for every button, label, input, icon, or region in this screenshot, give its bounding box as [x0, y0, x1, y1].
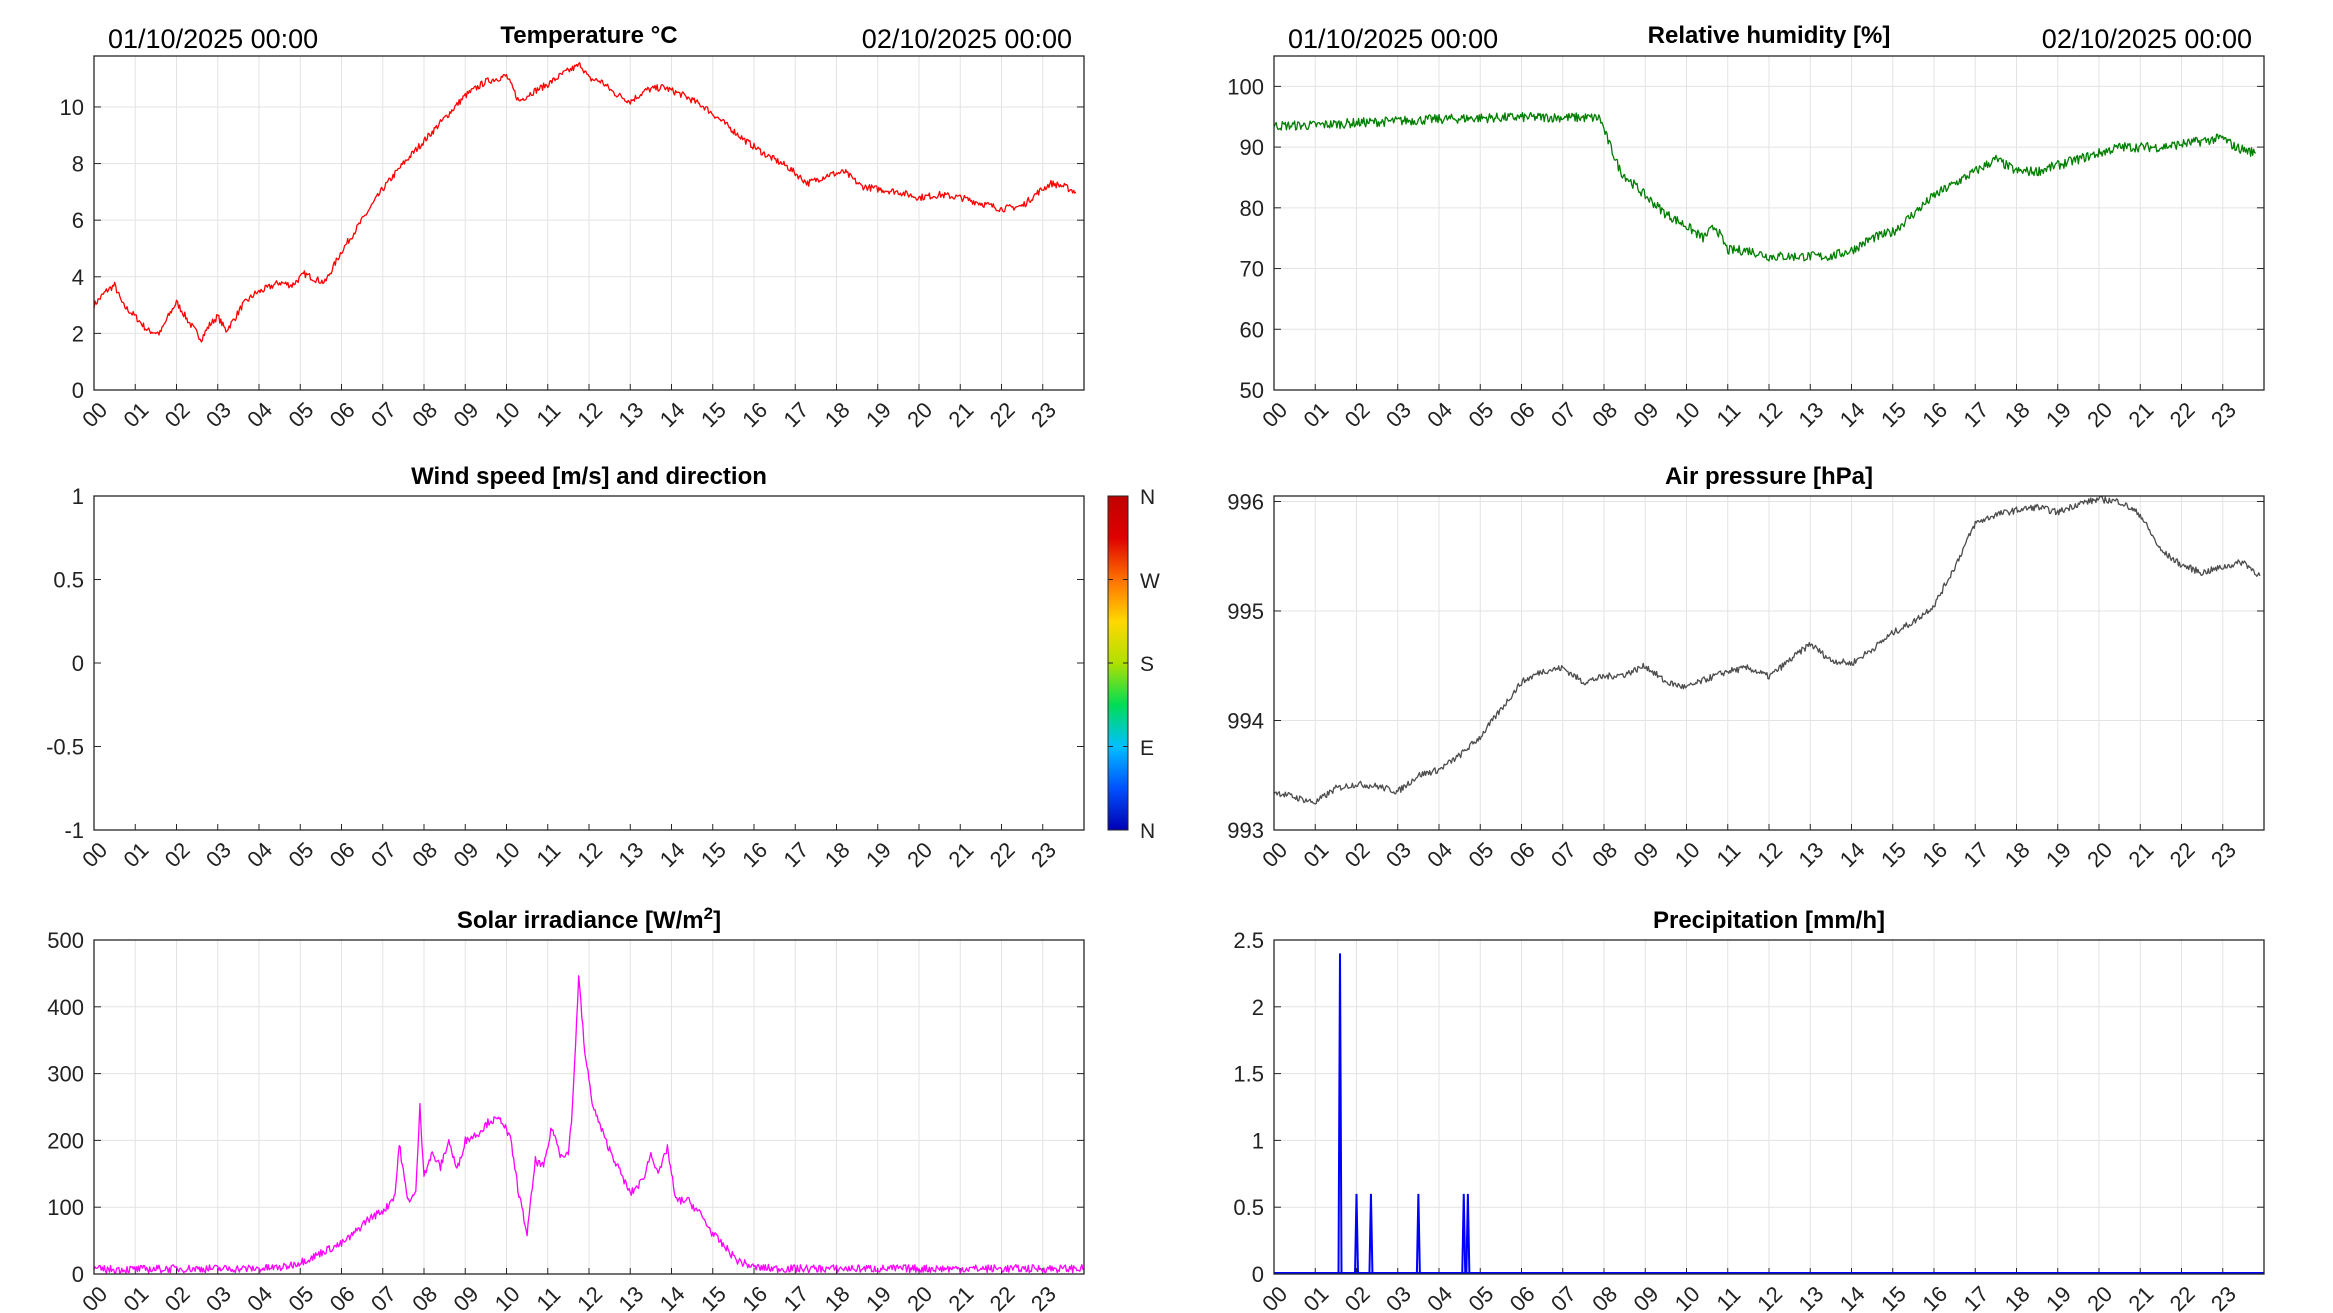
colorbar-label-n-top: N	[1140, 486, 1155, 509]
y-tick-label: 70	[1240, 257, 1264, 282]
temperature-title: Temperature °C	[500, 22, 677, 49]
colorbar-ticks	[1108, 495, 1128, 831]
pressure-axes-frame	[1273, 495, 2265, 831]
y-tick-label: 0	[72, 651, 84, 676]
wind-title: Wind speed [m/s] and direction	[411, 463, 767, 490]
precipitation-spike	[1368, 1193, 1374, 1275]
y-tick-label: 80	[1240, 196, 1264, 221]
humidity-date-end: 02/10/2025 00:00	[2042, 24, 2252, 54]
y-tick-label: 100	[1227, 74, 1264, 99]
y-tick-label: 300	[47, 1062, 84, 1087]
precipitation-spike	[1465, 1193, 1471, 1275]
y-tick-label: 60	[1240, 317, 1264, 342]
y-tick-label: 2	[1252, 995, 1264, 1020]
humidity-series	[1273, 111, 2257, 262]
y-tick-label: 500	[47, 928, 84, 953]
temperature-y-ticks: 0 2 4 6 8 10	[60, 95, 1084, 403]
pressure-series	[1273, 495, 2261, 805]
precipitation-spike	[1461, 1193, 1467, 1275]
y-tick-label: 100	[47, 1195, 84, 1220]
wind-y-ticks: -1 -0.5 0 0.5 1	[46, 484, 1084, 843]
series-line	[1273, 495, 2261, 805]
precipitation-series	[1274, 953, 2264, 1275]
y-tick-label: 1.5	[1233, 1062, 1264, 1087]
y-tick-label: 8	[72, 152, 84, 177]
solar-y-ticks: 0 100 200 300 400 500	[47, 928, 1084, 1287]
y-tick-label: 2.5	[1233, 928, 1264, 953]
humidity-date-start: 01/10/2025 00:00	[1288, 24, 1498, 54]
y-tick-label: 996	[1227, 489, 1264, 514]
temperature-axes-frame	[93, 55, 1085, 391]
pressure-y-ticks: 993 994 995 996	[1227, 489, 2264, 843]
colorbar-label-w: W	[1140, 570, 1160, 593]
pressure-grid	[1274, 496, 2264, 830]
y-tick-label: 0.5	[1233, 1195, 1264, 1220]
solar-axes-frame	[93, 939, 1085, 1275]
humidity-grid	[1274, 56, 2264, 390]
temperature-date-end: 02/10/2025 00:00	[862, 24, 1072, 54]
solar-series	[93, 975, 1085, 1274]
colorbar-label-s: S	[1140, 653, 1154, 676]
temperature-series	[93, 62, 1077, 343]
pressure-title: Air pressure [hPa]	[1665, 463, 1873, 490]
y-tick-label: 1	[72, 484, 84, 509]
y-tick-label: 4	[72, 265, 84, 290]
precipitation-title: Precipitation [mm/h]	[1653, 907, 1885, 934]
series-line	[93, 975, 1085, 1274]
wind-axes-frame	[93, 495, 1085, 831]
solar-title: Solar irradiance [W/m2]	[457, 904, 721, 934]
precipitation-axes-frame	[1273, 939, 2265, 1275]
precipitation-spike	[1415, 1193, 1421, 1275]
temperature-grid	[94, 56, 1084, 390]
precipitation-spike	[1337, 953, 1343, 1275]
series-line	[93, 62, 1077, 343]
humidity-title: Relative humidity [%]	[1648, 22, 1891, 49]
y-tick-label: 50	[1240, 378, 1264, 403]
y-tick-label: -1	[64, 818, 84, 843]
y-tick-label: 6	[72, 208, 84, 233]
humidity-axes-frame	[1273, 55, 2265, 391]
y-tick-label: 200	[47, 1128, 84, 1153]
precipitation-spike	[1354, 1193, 1359, 1275]
y-tick-label: 90	[1240, 135, 1264, 160]
y-tick-label: 0	[72, 1262, 84, 1287]
colorbar-label-e: E	[1140, 737, 1154, 760]
y-tick-label: 1	[1252, 1128, 1264, 1153]
temperature-date-start: 01/10/2025 00:00	[108, 24, 318, 54]
series-line	[1273, 111, 2257, 262]
y-tick-label: 400	[47, 995, 84, 1020]
y-tick-label: -0.5	[46, 735, 84, 760]
y-tick-label: 2	[72, 321, 84, 346]
wind-direction-colorbar: N W S E N	[1107, 486, 1160, 843]
humidity-y-ticks: 50 60 70 80 90 100	[1227, 74, 2264, 403]
y-tick-label: 10	[60, 95, 84, 120]
precipitation-y-ticks: 0 0.5 1 1.5 2 2.5	[1233, 928, 2264, 1287]
y-tick-label: 0.5	[53, 568, 84, 593]
y-tick-label: 993	[1227, 818, 1264, 843]
y-tick-label: 0	[72, 378, 84, 403]
y-tick-label: 995	[1227, 599, 1264, 624]
y-tick-label: 994	[1227, 708, 1264, 733]
y-tick-label: 0	[1252, 1262, 1264, 1287]
colorbar-label-n-bottom: N	[1140, 820, 1155, 843]
